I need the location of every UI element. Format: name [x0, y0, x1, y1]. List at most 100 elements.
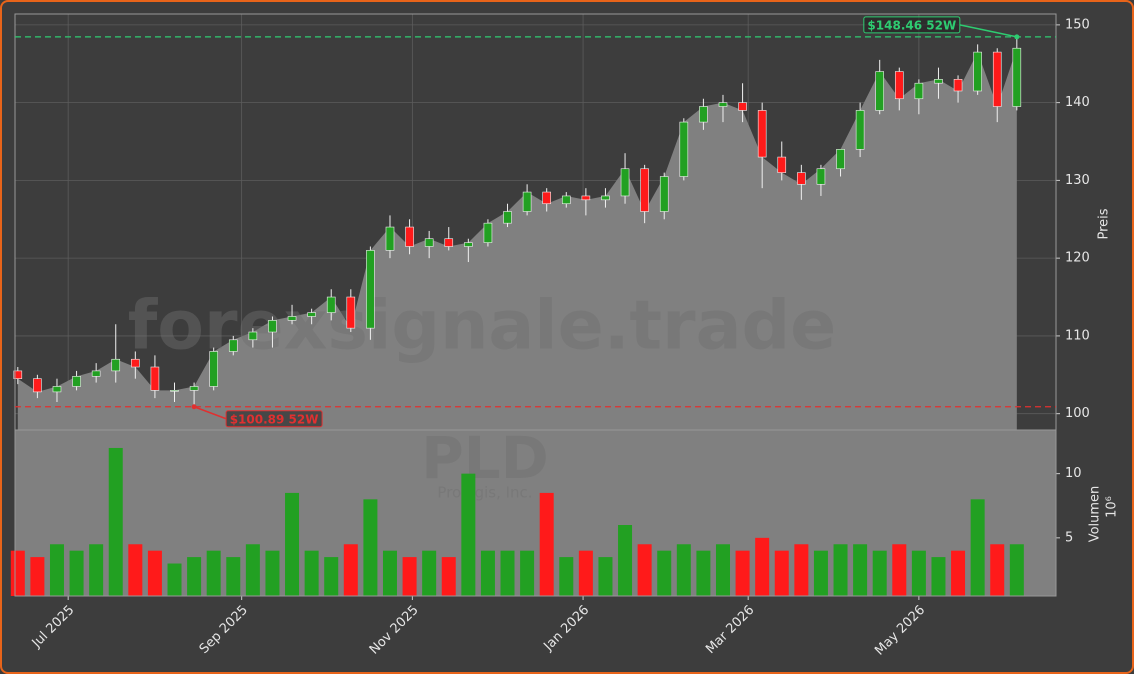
y-tick-label: 150 — [1065, 17, 1090, 32]
candle-body — [366, 250, 375, 329]
volume-bar — [89, 544, 104, 596]
candle-body — [503, 211, 512, 224]
candle-body — [757, 110, 767, 158]
candle-body — [934, 79, 943, 84]
volume-bar — [441, 557, 456, 596]
volume-bar — [402, 557, 417, 596]
extreme-label: $148.46 52W — [867, 18, 956, 32]
volume-bar — [147, 550, 162, 596]
volume-bar — [833, 544, 848, 596]
volume-bar — [226, 557, 241, 596]
x-tick-label: Nov 2025 — [367, 603, 422, 658]
y2-tick-label: 5 — [1065, 530, 1073, 545]
volume-bar — [990, 544, 1005, 596]
candle-body — [189, 386, 199, 391]
volume-bar — [480, 550, 495, 596]
x-tick-label: May 2026 — [872, 603, 928, 659]
volume-bar — [911, 550, 926, 596]
candle-body — [953, 79, 963, 92]
candle-body — [170, 390, 179, 392]
candle-body — [326, 296, 336, 313]
candle-body — [483, 222, 493, 243]
volume-bar — [500, 550, 515, 596]
candle-body — [992, 51, 1002, 107]
close-area — [17, 48, 1017, 431]
extreme-point — [191, 404, 197, 410]
volume-bar — [539, 492, 554, 596]
volume-bar — [167, 563, 182, 596]
candle-body — [797, 172, 806, 185]
candle-body — [699, 106, 708, 123]
candle-body — [209, 351, 218, 387]
volume-bar — [49, 544, 64, 596]
volume-bar — [696, 550, 711, 596]
y2-scale-label: 10⁶ — [1105, 496, 1120, 518]
candle-body — [620, 168, 630, 197]
volume-bar — [187, 557, 202, 596]
ticker-watermark: PLD — [421, 424, 549, 492]
volume-bar — [206, 550, 221, 596]
candle-body — [679, 121, 689, 177]
x-tick-label: Jul 2025 — [29, 603, 78, 652]
volume-bar — [382, 550, 397, 596]
extreme-label: $100.89 52W — [230, 412, 319, 426]
candle-body — [111, 358, 121, 372]
candle-body — [581, 195, 591, 201]
candle-body — [72, 376, 81, 387]
y-tick-label: 130 — [1065, 173, 1090, 188]
candle-body — [914, 82, 924, 100]
candle-body — [777, 156, 787, 173]
volume-bar — [324, 557, 339, 596]
candle-body — [33, 378, 42, 393]
volume-bar — [304, 550, 319, 596]
candle-body — [228, 339, 238, 352]
candle-body — [542, 191, 551, 205]
volume-bar — [461, 473, 476, 596]
candle-body — [522, 191, 532, 212]
volume-bar — [69, 550, 84, 596]
volume-bar — [853, 544, 868, 596]
x-tick-label: Mar 2026 — [703, 603, 757, 657]
volume-bar — [931, 557, 946, 596]
volume-bar — [755, 537, 770, 596]
volume-bar — [559, 557, 574, 596]
candle-body — [816, 168, 826, 185]
candle-body — [131, 358, 140, 368]
volume-bar — [128, 544, 143, 596]
volume-bar — [872, 550, 887, 596]
volume-bar — [657, 550, 672, 596]
volume-bar — [422, 550, 437, 596]
volume-bar — [10, 550, 25, 596]
company-watermark: Prologis, Inc. — [437, 484, 532, 502]
volume-bar — [715, 544, 730, 596]
candle-body — [718, 102, 728, 107]
candle-body — [1012, 47, 1022, 107]
volume-bar — [892, 544, 907, 596]
candle-body — [640, 168, 649, 212]
candle-body — [13, 370, 23, 379]
volume-bar — [794, 544, 809, 596]
volume-bar — [735, 550, 750, 596]
candle-body — [52, 386, 62, 393]
volume-bar — [285, 492, 300, 596]
candle-body — [307, 312, 316, 317]
volume-bar — [970, 499, 985, 596]
y-axis-label: Preis — [1097, 208, 1112, 239]
candle-body — [405, 226, 414, 247]
candle-body — [659, 176, 669, 212]
volume-bar — [520, 550, 535, 596]
candle-body — [601, 195, 610, 201]
candle-body — [91, 370, 101, 377]
candle-body — [561, 195, 571, 205]
volume-bar — [30, 557, 45, 596]
volume-bar — [951, 550, 966, 596]
candle-body — [464, 242, 473, 247]
y-tick-label: 110 — [1065, 328, 1090, 343]
candle-body — [287, 316, 297, 321]
volume-bar — [363, 499, 378, 596]
volume-bar — [598, 557, 613, 596]
candle-body — [855, 110, 865, 150]
candle-body — [973, 51, 982, 92]
extreme-point — [1014, 34, 1020, 40]
